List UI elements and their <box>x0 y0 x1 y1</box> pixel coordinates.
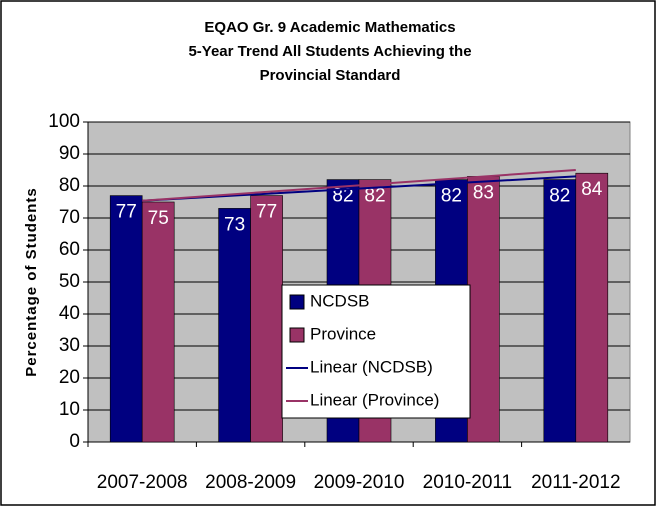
bar <box>218 208 251 443</box>
data-label: 82 <box>441 186 462 207</box>
x-tick-label: 2007-2008 <box>97 472 188 493</box>
trendline <box>142 175 576 202</box>
legend-swatch <box>289 294 305 310</box>
data-label: 77 <box>256 202 277 223</box>
chart-title: EQAO Gr. 9 Academic Mathematics <box>204 19 455 36</box>
y-tick-label: 10 <box>59 399 80 420</box>
bar <box>575 172 609 443</box>
y-tick-label: 30 <box>59 335 80 356</box>
chart-title: 5-Year Trend All Students Achieving the <box>188 43 471 60</box>
data-label: 82 <box>549 186 570 207</box>
y-tick-label: 50 <box>59 271 80 292</box>
bar <box>543 179 577 443</box>
legend-label: NCDSB <box>310 291 370 310</box>
y-tick-label: 0 <box>69 431 80 452</box>
data-label: 84 <box>581 179 603 200</box>
trendline <box>142 169 576 202</box>
bar <box>141 201 175 443</box>
x-tick-label: 2011-2012 <box>531 472 620 493</box>
chart-title: Provincial Standard <box>260 67 401 84</box>
data-label: 75 <box>148 208 169 229</box>
bar <box>109 195 143 443</box>
legend-label: Linear (NCDSB) <box>310 357 433 376</box>
legend-label: Province <box>310 324 376 343</box>
x-tick-label: 2008-2009 <box>205 472 296 493</box>
y-tick-label: 20 <box>59 367 80 388</box>
bar <box>250 195 283 443</box>
y-axis-label: Percentage of Students <box>23 187 40 377</box>
y-tick-label: 60 <box>59 239 80 260</box>
data-label: 77 <box>116 202 137 223</box>
legend-swatch <box>289 327 305 343</box>
y-tick-label: 90 <box>59 143 80 164</box>
y-tick-label: 100 <box>48 111 80 132</box>
y-tick-label: 40 <box>59 303 80 324</box>
y-tick-label: 80 <box>59 175 80 196</box>
data-label: 82 <box>332 186 353 207</box>
data-label: 83 <box>473 182 494 203</box>
x-tick-label: 2009-2010 <box>314 472 405 493</box>
data-label: 73 <box>224 214 245 235</box>
legend-label: Linear (Province) <box>310 390 439 409</box>
legend <box>281 284 471 419</box>
y-tick-label: 70 <box>59 207 80 228</box>
data-label: 82 <box>364 186 385 207</box>
bar <box>467 176 500 443</box>
x-tick-label: 2010-2011 <box>423 472 512 493</box>
